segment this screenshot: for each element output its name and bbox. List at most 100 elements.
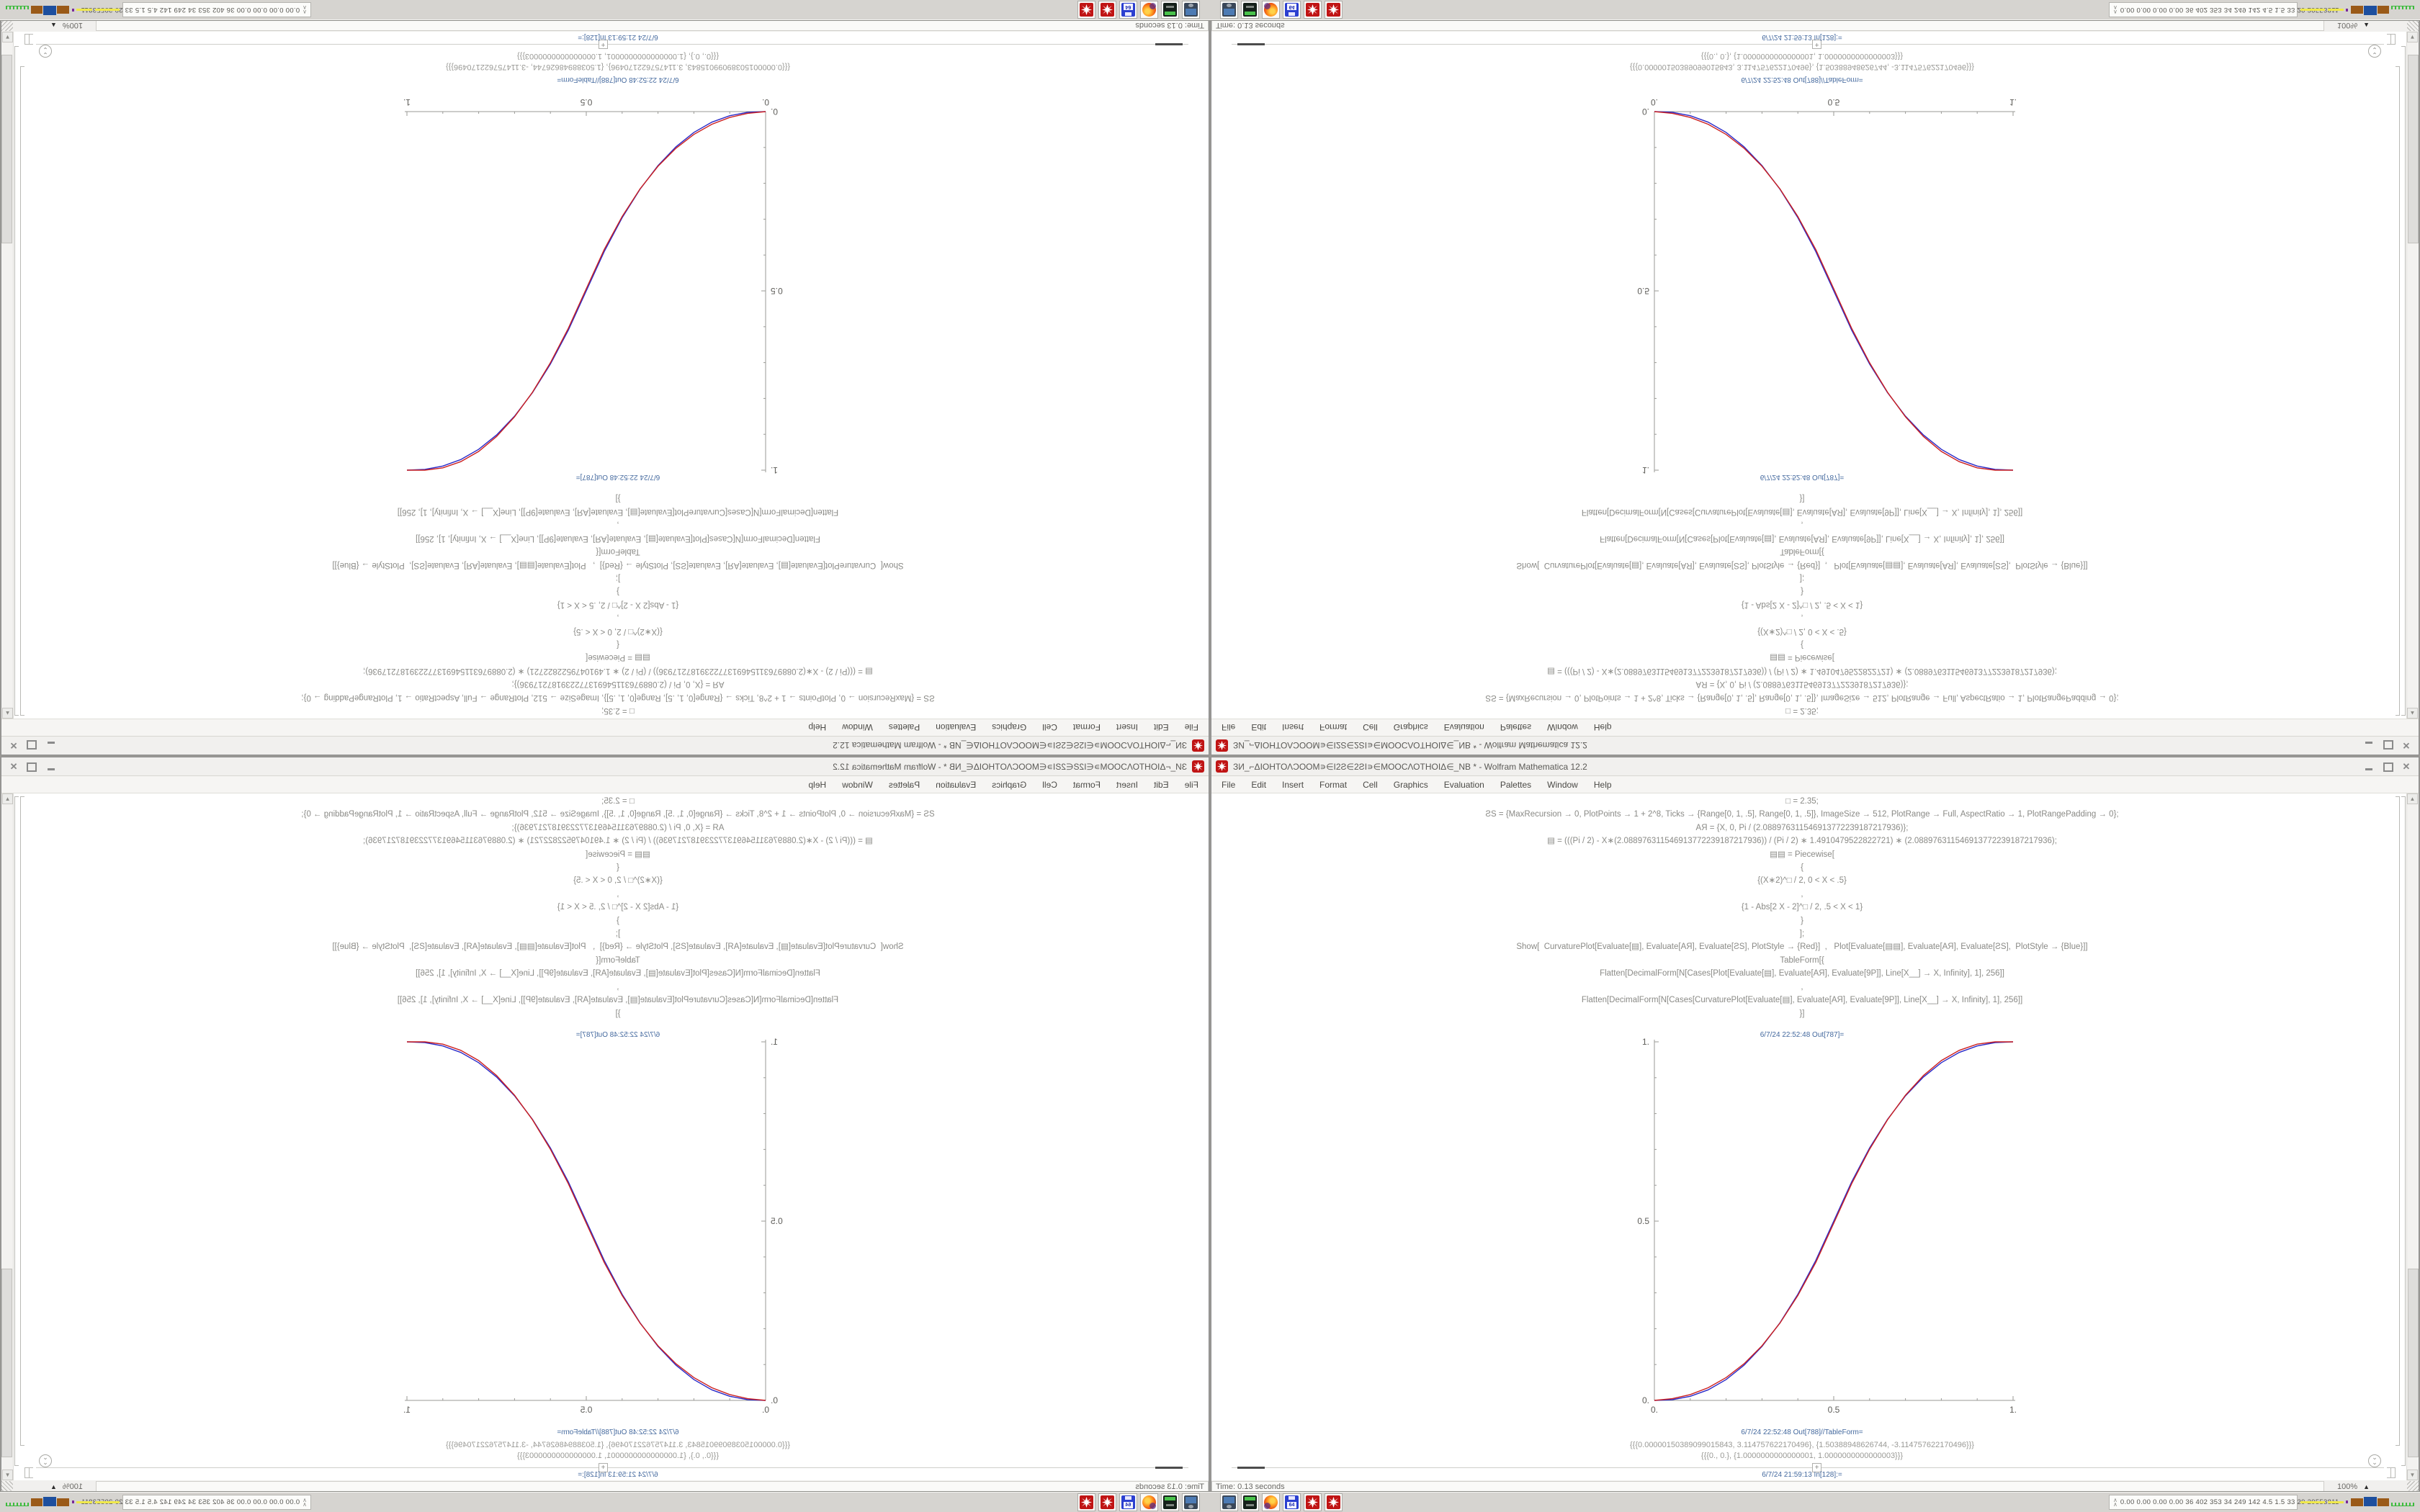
menu-item[interactable]: Help (808, 779, 827, 790)
zoom-caret-icon[interactable]: ▲ (50, 1482, 57, 1490)
scroll-down-icon[interactable]: ▼ (2407, 32, 2418, 42)
close-button[interactable]: ✕ (9, 761, 18, 772)
code-line[interactable]: { (1801, 863, 1803, 873)
resize-grip[interactable] (2407, 1481, 2419, 1492)
scroll-up-icon[interactable]: ▲ (2, 708, 13, 719)
code-line[interactable]: , (617, 521, 619, 530)
code-line[interactable]: , (617, 982, 619, 991)
group-collapse-chevron-icon[interactable]: ⌄ ⌄ (39, 45, 52, 58)
code-line[interactable]: {(X∗2)^□ / 2, 0 < X < .5} (573, 626, 663, 636)
zoom-level[interactable]: 100% (62, 1482, 83, 1491)
window-titlebar[interactable]: ЗИ_⌐ΔΙΟΗΤΟΛƆΟΟΜ∍∈Ι2Ƨ∈2ƧΙ∍∈ΜΟΟϹΛΟΤΗΟΙΔ∈_N… (1211, 736, 2419, 755)
mathematica-gear-icon[interactable] (1304, 1493, 1322, 1511)
menu-item[interactable]: Edit (1251, 722, 1267, 733)
mathematica-gear-icon[interactable] (1077, 1493, 1095, 1511)
window-titlebar[interactable]: ЗИ_⌐ΔΙΟΗΤΟΛƆΟΟΜ∍∈Ι2Ƨ∈2ƧΙ∍∈ΜΟΟϹΛΟΤΗΟΙΔ∈_N… (1211, 757, 2419, 776)
code-line[interactable]: ]; (1799, 573, 1805, 582)
terminal-icon[interactable] (1161, 1493, 1179, 1511)
tray-chevron-icon[interactable]: ∧ ∧ (302, 4, 307, 16)
code-line[interactable]: Flatten[DecimalForm[N[Cases[CurvaturePlo… (1581, 507, 2023, 516)
scrollbar-thumb[interactable] (2408, 55, 2419, 243)
code-line[interactable]: }] (615, 494, 621, 503)
menu-item[interactable]: Palettes (1500, 779, 1532, 790)
code-line[interactable]: ]; (615, 573, 621, 582)
group-collapse-chevron-icon[interactable]: ⌄ ⌄ (39, 1454, 52, 1467)
code-line[interactable]: , (1801, 521, 1803, 530)
mathematica-gear-icon[interactable] (1325, 1493, 1343, 1511)
system-tray[interactable]: ∧ ∧ 0.00 0.00 0.00 0.00 36 402 353 34 249… (81, 1495, 311, 1510)
code-line[interactable]: }] (1799, 494, 1805, 503)
code-line[interactable]: ƧS = {MaxRecursion → 0, PlotPoints → 1 +… (301, 810, 935, 819)
firefox-icon[interactable] (1140, 1, 1158, 19)
cell-group-bracket-outer[interactable] (14, 796, 19, 1466)
menu-item[interactable]: Format (1072, 779, 1101, 790)
menu-item[interactable]: Window (842, 722, 873, 733)
menu-item[interactable]: File (1184, 722, 1198, 733)
code-line[interactable]: {1 - Abs[2 X - 2]^□ / 2, .5 < X < 1} (1741, 600, 1863, 609)
menu-item[interactable]: Cell (1363, 779, 1378, 790)
maximize-button[interactable] (2383, 762, 2393, 772)
menu-item[interactable]: Window (1547, 722, 1578, 733)
menu-item[interactable]: Format (1319, 722, 1348, 733)
code-line[interactable]: ▤ = (((Pi / 2) - X∗(2.088976311546913772… (363, 666, 873, 675)
cell-group-bracket-inner[interactable] (2396, 796, 2400, 1446)
vertical-scrollbar[interactable]: ▲ ▼ (1, 793, 14, 1480)
scroll-down-icon[interactable]: ▼ (2, 1470, 13, 1480)
cell-bracket-small-2[interactable] (2391, 34, 2396, 45)
zoom-caret-icon[interactable]: ▲ (50, 22, 57, 30)
group-collapse-chevron-icon[interactable]: ⌄ ⌄ (2368, 45, 2381, 58)
code-line[interactable]: , (1801, 982, 1803, 991)
zoom-caret-icon[interactable]: ▲ (2363, 1482, 2370, 1490)
tray-chevron-icon[interactable]: ∧ ∧ (2113, 1496, 2118, 1508)
close-button[interactable]: ✕ (2402, 761, 2411, 772)
scroll-up-icon[interactable]: ▲ (2407, 708, 2418, 719)
menu-item[interactable]: Palettes (888, 722, 920, 733)
menu-item[interactable]: Window (842, 779, 873, 790)
menu-item[interactable]: Palettes (1500, 722, 1532, 733)
floppy-64-icon[interactable] (1283, 1493, 1301, 1511)
menu-item[interactable]: Graphics (992, 779, 1027, 790)
code-line[interactable]: ▤▤ = Piecewise[ (586, 850, 650, 859)
cell-bracket-small-2[interactable] (24, 34, 29, 45)
code-line[interactable]: ▤ = (((Pi / 2) - X∗(2.088976311546913772… (1547, 837, 2057, 846)
code-line[interactable]: { (1801, 639, 1803, 649)
menu-item[interactable]: Edit (1153, 722, 1169, 733)
floppy-64-icon[interactable] (1119, 1, 1137, 19)
firefox-icon[interactable] (1262, 1493, 1280, 1511)
menu-item[interactable]: Evaluation (1443, 779, 1484, 790)
code-line[interactable]: }] (1799, 1009, 1805, 1018)
mathematica-gear-icon[interactable] (1325, 1, 1343, 19)
mathematica-gear-icon[interactable] (1098, 1, 1116, 19)
code-line[interactable]: □ = 2.35; (601, 797, 635, 806)
code-line[interactable]: { (617, 863, 619, 873)
cell-insertion-bar[interactable]: + (1232, 1463, 2384, 1472)
cell-group-bracket-outer[interactable] (14, 46, 19, 716)
terminal-icon[interactable] (1241, 1, 1259, 19)
code-line[interactable]: ]; (1799, 930, 1805, 939)
menu-item[interactable]: Graphics (1393, 779, 1428, 790)
menu-item[interactable]: Edit (1251, 779, 1267, 790)
code-line[interactable]: ▤ = (((Pi / 2) - X∗(2.088976311546913772… (363, 837, 873, 846)
menu-item[interactable]: Evaluation (1443, 722, 1484, 733)
maximize-button[interactable] (27, 741, 37, 750)
cell-insertion-bar[interactable]: + (36, 1463, 1188, 1472)
code-line[interactable]: {(X∗2)^□ / 2, 0 < X < .5} (1757, 876, 1847, 886)
window-titlebar[interactable]: ЗИ_⌐ΔΙΟΗΤΟΛƆΟΟΜ∍∈Ι2Ƨ∈2ƧΙ∍∈ΜΟΟϹΛΟΤΗΟΙΔ∈_N… (1, 757, 1209, 776)
system-tray[interactable]: ∧ ∧ 0.00 0.00 0.00 0.00 36 402 353 34 249… (81, 2, 311, 17)
tray-chevron-icon[interactable]: ∧ ∧ (302, 1496, 307, 1508)
code-line[interactable]: AЯ = {X, 0, Pi / (2.08897631154691377223… (511, 823, 725, 832)
menu-item[interactable]: File (1184, 779, 1198, 790)
mathematica-gear-icon[interactable] (1098, 1493, 1116, 1511)
code-line[interactable]: Show[ CurvaturePlot[Evaluate[▤], Evaluat… (332, 560, 904, 570)
cell-group-bracket-inner[interactable] (20, 66, 24, 716)
menu-item[interactable]: Insert (1116, 722, 1138, 733)
code-line[interactable]: Flatten[DecimalForm[N[Cases[CurvaturePlo… (1581, 996, 2023, 1005)
code-line[interactable]: TableForm[{ (1780, 547, 1824, 557)
cell-bracket-small-1[interactable] (29, 1467, 33, 1478)
code-line[interactable]: } (1801, 916, 1803, 925)
code-line[interactable]: □ = 2.35; (1785, 797, 1819, 806)
code-line[interactable]: ƧS = {MaxRecursion → 0, PlotPoints → 1 +… (1485, 810, 2119, 819)
code-line[interactable]: {(X∗2)^□ / 2, 0 < X < .5} (1757, 626, 1847, 636)
menu-item[interactable]: File (1222, 779, 1236, 790)
code-line[interactable]: AЯ = {X, 0, Pi / (2.08897631154691377223… (1695, 823, 1909, 832)
